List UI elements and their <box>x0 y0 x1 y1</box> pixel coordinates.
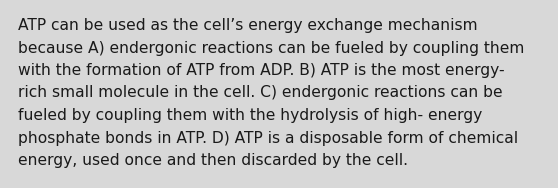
Text: rich small molecule in the cell. C) endergonic reactions can be: rich small molecule in the cell. C) ende… <box>18 86 503 101</box>
Text: energy, used once and then discarded by the cell.: energy, used once and then discarded by … <box>18 153 408 168</box>
Text: fueled by coupling them with the hydrolysis of high- energy: fueled by coupling them with the hydroly… <box>18 108 482 123</box>
Text: phosphate bonds in ATP. D) ATP is a disposable form of chemical: phosphate bonds in ATP. D) ATP is a disp… <box>18 130 518 146</box>
Text: ATP can be used as the cell’s energy exchange mechanism: ATP can be used as the cell’s energy exc… <box>18 18 478 33</box>
Text: because A) endergonic reactions can be fueled by coupling them: because A) endergonic reactions can be f… <box>18 40 525 55</box>
Text: with the formation of ATP from ADP. B) ATP is the most energy-: with the formation of ATP from ADP. B) A… <box>18 63 504 78</box>
